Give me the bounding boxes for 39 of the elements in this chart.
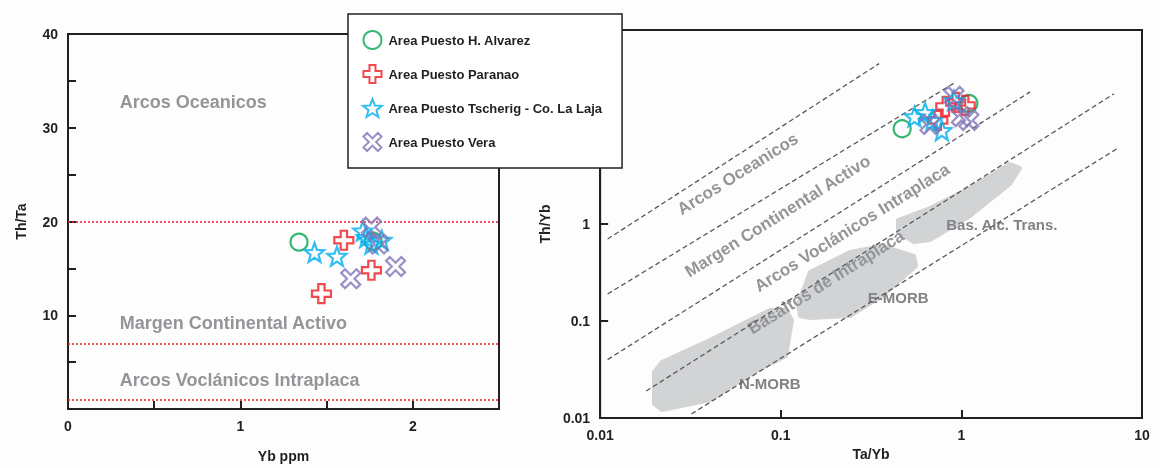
y-axis-title: Th/Ta (13, 203, 29, 240)
y-tick-label: 10 (42, 307, 59, 324)
y-tick-label: 30 (42, 119, 59, 136)
legend-label: Area Puesto Tscherig - Co. La Laja (388, 100, 603, 116)
point (289, 232, 309, 252)
point (360, 259, 383, 281)
point (310, 283, 333, 305)
point (355, 226, 377, 249)
y-axis-title: Th/Yb (537, 204, 553, 244)
annotation: E-MORB (867, 289, 929, 307)
annotation: N-MORB (739, 375, 801, 393)
x-tick-label: 1 (236, 418, 245, 434)
y-tick-label: 1 (582, 216, 591, 232)
x-axis-title: Yb ppm (257, 448, 310, 464)
y-tick-label: 0.1 (570, 313, 591, 329)
y-tick-label: 20 (42, 213, 59, 230)
point (333, 229, 355, 251)
point (367, 233, 389, 255)
point (360, 216, 383, 238)
legend-label: Area Puesto Paranao (388, 66, 520, 82)
point (370, 227, 394, 253)
x-axis-title: Ta/Yb (852, 445, 890, 462)
x-tick-label: 0 (64, 418, 73, 434)
annotation: Arcos Voclánicos Intraplaca (119, 369, 361, 390)
x-tick-label: 0.01 (586, 427, 614, 443)
point (352, 220, 374, 242)
x-tick-label: 1 (957, 427, 966, 443)
point (303, 241, 326, 264)
annotation: Arcos Oceanicos (119, 92, 267, 113)
annotation: Bas. Alc. Trans. (946, 215, 1058, 233)
y-tick-label: 40 (42, 26, 59, 42)
annotation: Margen Continental Activo (119, 312, 348, 333)
x-tick-label: 0.1 (771, 427, 791, 443)
legend-label: Area Puesto Vera (388, 134, 497, 150)
point (384, 255, 407, 278)
legend-label: Area Puesto H. Alvarez (388, 32, 531, 48)
x-tick-label: 10 (1134, 427, 1150, 443)
point (340, 268, 362, 290)
x-tick-label: 2 (408, 418, 417, 434)
